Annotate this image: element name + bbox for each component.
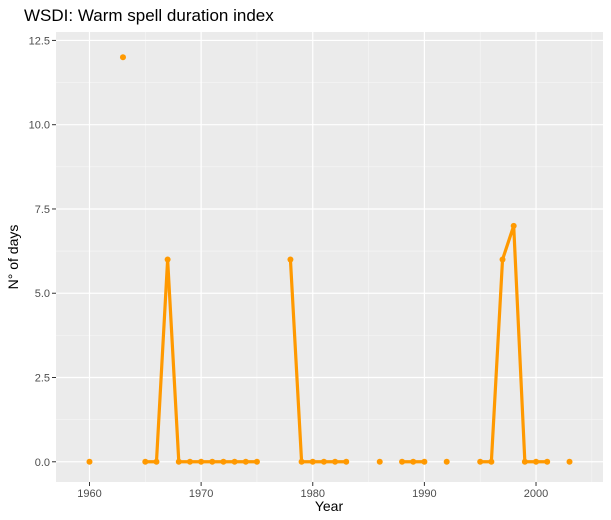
y-tick-label: 0.0 bbox=[35, 457, 50, 469]
data-point bbox=[242, 458, 249, 465]
series-line-segment bbox=[500, 224, 516, 262]
x-axis-label: Year bbox=[315, 498, 344, 514]
data-point bbox=[142, 458, 149, 465]
data-point bbox=[533, 458, 540, 465]
data-point bbox=[186, 458, 193, 465]
data-point bbox=[343, 458, 350, 465]
series-line-segment bbox=[489, 257, 505, 464]
y-tick-label: 5.0 bbox=[35, 288, 50, 300]
data-point bbox=[253, 458, 260, 465]
y-axis-ticks: 0.0 2.5 5.0 7.5 10.0 12.5 bbox=[29, 35, 56, 469]
data-point bbox=[421, 458, 428, 465]
plot-panel bbox=[56, 32, 603, 482]
data-point bbox=[477, 458, 484, 465]
data-point bbox=[298, 458, 305, 465]
y-tick-label: 10.0 bbox=[29, 120, 50, 132]
data-point bbox=[153, 458, 160, 465]
data-point bbox=[566, 458, 573, 465]
data-point bbox=[119, 54, 126, 61]
data-point bbox=[309, 458, 316, 465]
series-line-segment bbox=[166, 257, 181, 464]
data-point bbox=[399, 458, 406, 465]
data-point bbox=[488, 458, 495, 465]
data-point bbox=[231, 458, 238, 465]
data-point bbox=[209, 458, 216, 465]
data-point bbox=[499, 256, 506, 263]
data-point bbox=[521, 458, 528, 465]
chart-title: WSDI: Warm spell duration index bbox=[24, 6, 274, 25]
data-point bbox=[220, 458, 227, 465]
data-point bbox=[164, 256, 171, 263]
data-point bbox=[198, 458, 205, 465]
y-tick-label: 7.5 bbox=[35, 204, 50, 216]
x-tick-label: 1970 bbox=[189, 488, 213, 500]
x-tick-label: 1960 bbox=[77, 488, 101, 500]
data-point bbox=[376, 458, 383, 465]
y-tick-label: 12.5 bbox=[29, 35, 50, 47]
data-point bbox=[320, 458, 327, 465]
data-point bbox=[443, 458, 450, 465]
y-tick-label: 2.5 bbox=[35, 373, 50, 385]
series-line-segment bbox=[288, 257, 304, 464]
data-point bbox=[86, 458, 93, 465]
x-tick-label: 1990 bbox=[412, 488, 436, 500]
x-tick-label: 2000 bbox=[524, 488, 548, 500]
data-point bbox=[287, 256, 294, 263]
data-points bbox=[86, 54, 573, 465]
data-point bbox=[544, 458, 551, 465]
series-line-segment bbox=[512, 224, 527, 464]
y-axis-label: N° of days bbox=[5, 225, 21, 290]
data-point bbox=[332, 458, 339, 465]
x-axis-ticks: 1960 1970 1980 1990 2000 bbox=[77, 482, 548, 500]
data-point bbox=[410, 458, 417, 465]
series-line-segment bbox=[154, 257, 170, 464]
x-tick-label: 1980 bbox=[301, 488, 325, 500]
grid-minor bbox=[56, 32, 603, 482]
data-point bbox=[175, 458, 182, 465]
data-point bbox=[510, 222, 517, 229]
